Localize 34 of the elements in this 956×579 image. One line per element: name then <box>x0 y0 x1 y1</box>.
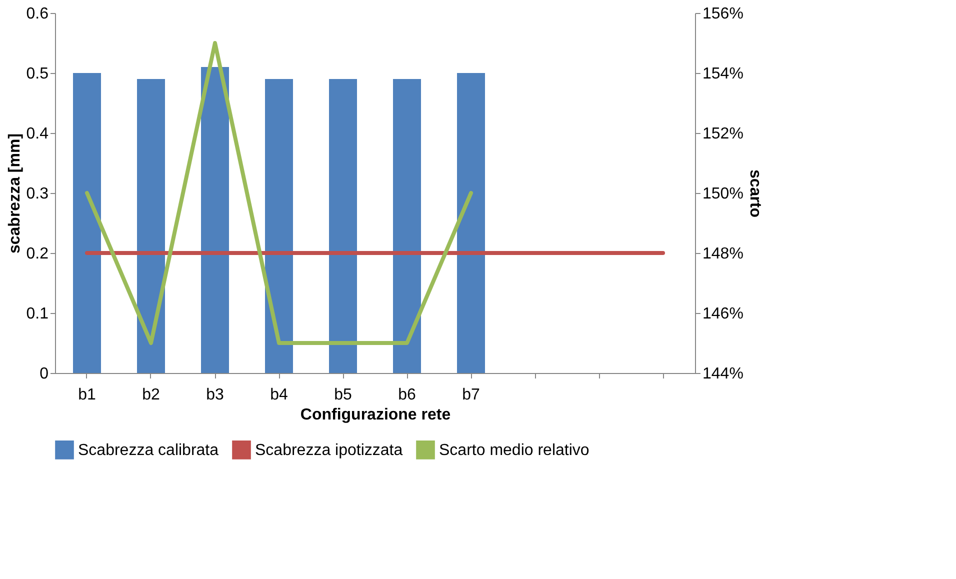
y2-tick-label: 150% <box>702 186 744 202</box>
bar <box>201 67 229 373</box>
y2-tick-label: 152% <box>702 126 744 142</box>
y2-tick-label: 144% <box>702 366 744 382</box>
legend-label: Scabrezza ipotizzata <box>255 442 403 459</box>
legend-label: Scabrezza calibrata <box>78 442 219 459</box>
y2-tick-label: 154% <box>702 66 744 82</box>
x-tick-label: b6 <box>398 386 416 404</box>
x-tick-label: b4 <box>270 386 288 404</box>
bar <box>329 79 357 373</box>
y-tick-label: 0.6 <box>26 6 49 22</box>
y2-tick-label: 146% <box>702 306 744 322</box>
bar <box>137 79 165 373</box>
y2-tick-label: 156% <box>702 6 744 22</box>
y-tick-label: 0.2 <box>26 246 49 262</box>
y-tick-label: 0.5 <box>26 66 49 82</box>
x-axis-title: Configurazione rete <box>300 406 451 424</box>
bar <box>393 79 421 373</box>
legend-label: Scarto medio relativo <box>439 442 590 459</box>
x-tick-label: b7 <box>462 386 480 404</box>
x-tick-label: b3 <box>206 386 224 404</box>
x-tick-label: b2 <box>142 386 160 404</box>
bar <box>457 73 485 373</box>
y-tick-label: 0.4 <box>26 126 49 142</box>
y-tick-label: 0 <box>40 366 49 382</box>
x-tick-label: b5 <box>334 386 352 404</box>
y2-tick-label: 148% <box>702 246 744 262</box>
bar <box>265 79 293 373</box>
y-tick-label: 0.3 <box>26 186 49 202</box>
y-axis-title: scabrezza [mm] <box>6 133 24 254</box>
y-tick-label: 0.1 <box>26 306 49 322</box>
bar <box>73 73 101 373</box>
y2-axis-title: scarto <box>746 169 764 218</box>
x-tick-label: b1 <box>78 386 96 404</box>
